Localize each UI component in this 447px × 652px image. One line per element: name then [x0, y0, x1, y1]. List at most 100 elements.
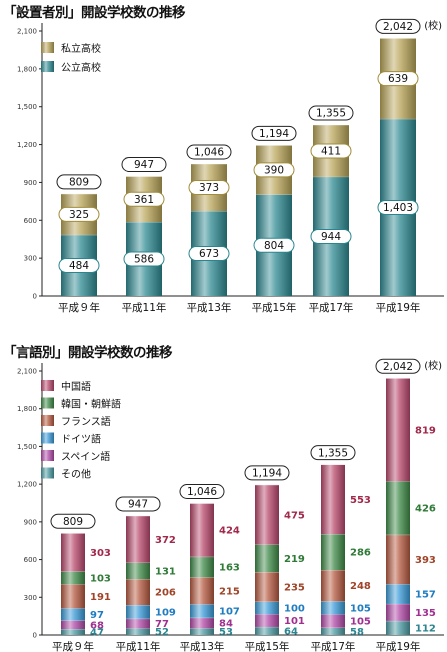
data-label: 804	[253, 237, 295, 253]
data-label: 475	[284, 510, 305, 521]
legend-label: 中国語	[61, 380, 91, 393]
data-label: 105	[350, 617, 371, 628]
founder-chart: 0 300 600 900 1,200 1,500 1,800 2,100 (校) 484 325 8…	[17, 18, 444, 314]
y-tick-label: 0	[33, 632, 37, 640]
bar-その他-平成９年	[61, 629, 85, 635]
bar-中国語-平成９年	[61, 533, 85, 572]
unit-label: (校)	[424, 19, 442, 32]
bar-フランス語-平成９年	[61, 584, 85, 609]
data-label: 112	[415, 623, 436, 634]
data-label: 426	[415, 504, 436, 515]
bar-その他-平成19年	[386, 620, 410, 635]
category-label: 平成９年	[52, 640, 94, 652]
data-label: 944	[310, 228, 352, 244]
data-label: 1,403	[377, 199, 419, 215]
bar-ドイツ語-平成９年	[61, 608, 85, 621]
legend-swatch	[41, 467, 54, 479]
svg-text:586: 586	[134, 254, 154, 266]
y-tick-label: 900	[24, 179, 37, 187]
bar-中国語-平成13年	[190, 503, 214, 557]
data-label: 84	[219, 619, 233, 630]
bar-韓国・朝鮮語-平成19年	[386, 481, 410, 535]
legend-label: ドイツ語	[61, 433, 101, 446]
legend-label: スペイン語	[61, 450, 110, 463]
data-label: 411	[310, 143, 352, 159]
data-label: 219	[284, 554, 305, 565]
legend-swatch	[41, 432, 54, 444]
bar-中国語-平成19年	[386, 378, 410, 482]
bar-スペイン語-平成15年	[255, 614, 279, 627]
data-label: 325	[58, 206, 100, 222]
bar-フランス語-平成17年	[321, 570, 345, 602]
y-tick-label: 1,800	[17, 405, 37, 413]
bar-その他-平成13年	[190, 628, 214, 635]
data-label: 64	[284, 626, 298, 637]
svg-text:373: 373	[199, 182, 219, 194]
svg-text:947: 947	[128, 499, 148, 511]
y-tick-label: 900	[24, 518, 37, 526]
data-label: 484	[58, 257, 100, 273]
y-tick-label: 2,100	[17, 28, 37, 36]
y-tick-label: 300	[24, 594, 37, 602]
data-label: 373	[188, 180, 230, 196]
svg-text:809: 809	[63, 516, 83, 528]
legend-label: 私立高校	[61, 42, 101, 55]
bar-その他-平成11年	[126, 628, 150, 635]
data-label: 100	[284, 603, 305, 614]
legend-swatch	[41, 42, 54, 53]
bar-中国語-平成15年	[255, 484, 279, 545]
bar-スペイン語-平成11年	[126, 618, 150, 629]
bar-フランス語-平成19年	[386, 534, 410, 585]
data-label: 58	[350, 627, 364, 638]
category-label: 平成17年	[309, 301, 354, 314]
legend-label: 公立高校	[61, 61, 101, 74]
bar-韓国・朝鮮語-平成17年	[321, 534, 345, 571]
data-label: 303	[90, 548, 111, 559]
bar-韓国・朝鮮語-平成15年	[255, 544, 279, 573]
data-label: 393	[415, 555, 436, 566]
svg-text:809: 809	[69, 177, 89, 189]
chart-title-by-founder: 「設置者別」開設学校数の推移	[3, 5, 186, 21]
total-label: 1,355	[310, 445, 356, 461]
y-tick-label: 1,500	[17, 443, 37, 451]
data-label: 361	[123, 191, 165, 207]
data-label: 553	[350, 495, 371, 506]
total-label: 1,355	[308, 105, 354, 121]
bar-スペイン語-平成19年	[386, 603, 410, 621]
svg-text:1,046: 1,046	[194, 147, 224, 159]
category-label: 平成13年	[180, 640, 225, 652]
y-tick-label: 1,200	[17, 141, 37, 149]
svg-text:1,046: 1,046	[187, 486, 217, 498]
data-label: 157	[415, 590, 436, 601]
svg-text:1,194: 1,194	[252, 467, 282, 479]
svg-text:411: 411	[321, 146, 341, 158]
data-label: 107	[219, 607, 240, 618]
legend-swatch	[41, 380, 54, 391]
category-label: 平成11年	[116, 640, 161, 652]
total-label: 1,046	[179, 484, 225, 500]
bar-韓国・朝鮮語-平成11年	[126, 562, 150, 580]
data-label: 135	[415, 608, 436, 619]
data-label: 206	[155, 588, 176, 599]
bar-スペイン語-平成９年	[61, 620, 85, 630]
bar-ドイツ語-平成13年	[190, 604, 214, 618]
data-label: 191	[90, 592, 111, 603]
total-label: 2,042	[375, 358, 421, 374]
category-label: 平成15年	[252, 301, 297, 314]
svg-text:2,042: 2,042	[383, 21, 413, 33]
category-label: 平成15年	[245, 640, 290, 652]
total-label: 947	[121, 156, 167, 172]
y-tick-label: 600	[24, 556, 37, 564]
total-label: 1,046	[186, 144, 232, 160]
bar-スペイン語-平成17年	[321, 614, 345, 628]
data-label: 390	[253, 162, 295, 178]
svg-text:1,194: 1,194	[259, 128, 289, 140]
data-label: 163	[219, 563, 240, 574]
bar-その他-平成17年	[321, 627, 345, 635]
data-label: 586	[123, 251, 165, 267]
category-label: 平成11年	[122, 301, 167, 314]
svg-text:673: 673	[199, 248, 219, 260]
total-label: 809	[56, 174, 102, 190]
data-label: 819	[415, 425, 436, 436]
bar-フランス語-平成15年	[255, 572, 279, 602]
